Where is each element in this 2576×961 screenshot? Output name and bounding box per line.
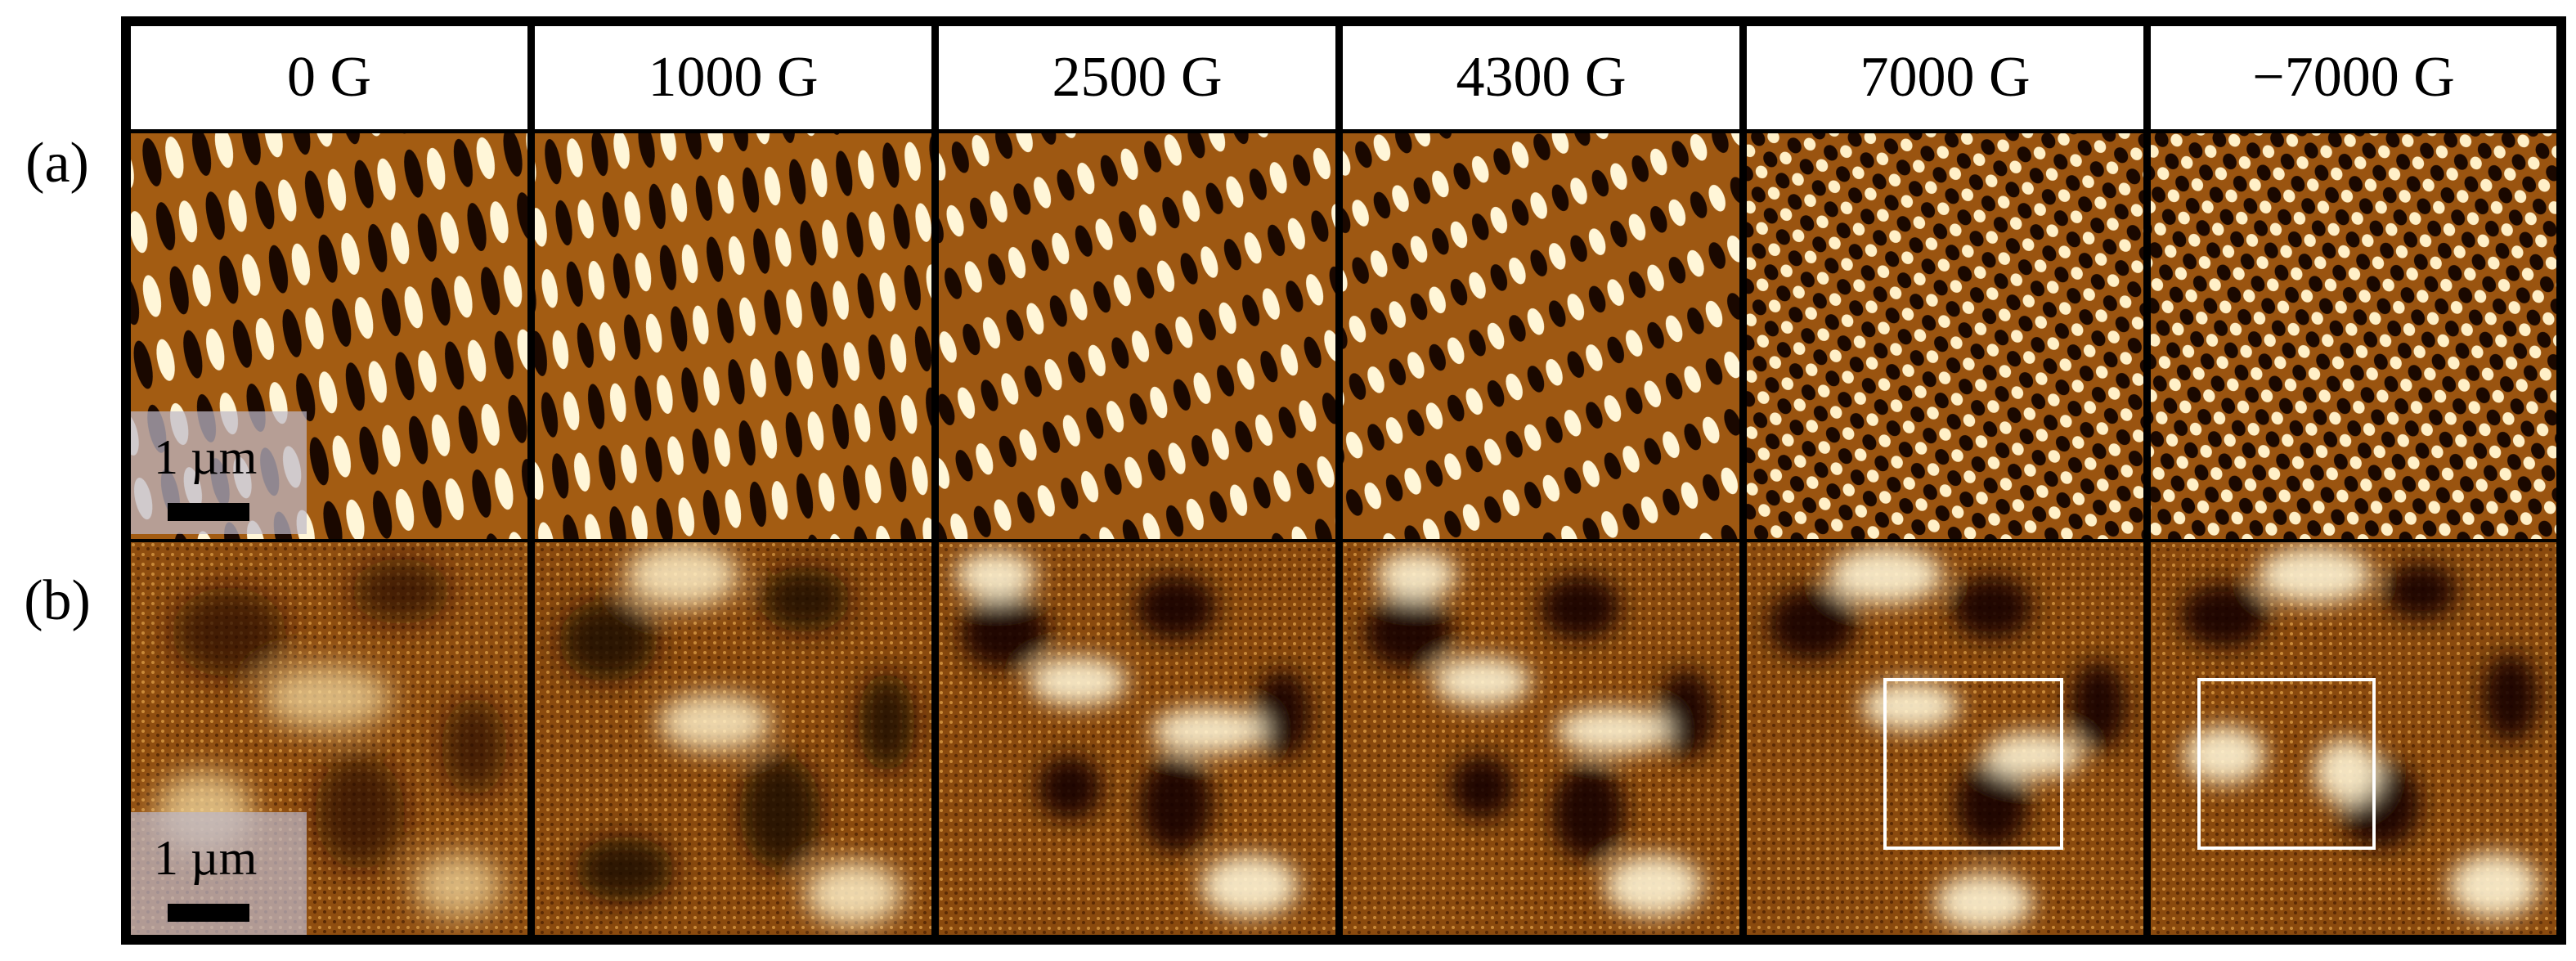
column-0g: 0 G 1 µm bbox=[131, 16, 527, 945]
mfm-image-b-7000g bbox=[1747, 542, 2143, 935]
mfm-image-b-2500g bbox=[939, 542, 1335, 935]
mfm-image-b-minus-7000g bbox=[2151, 542, 2556, 935]
scale-bar-line bbox=[168, 904, 249, 922]
mfm-image-a-7000g bbox=[1747, 133, 2143, 539]
row-label-a: (a) bbox=[25, 132, 89, 195]
scale-bar: 1 µm bbox=[131, 812, 307, 935]
mfm-image-a-4300g bbox=[1343, 133, 1739, 539]
column-header: −7000 G bbox=[2151, 26, 2556, 129]
column-header: 4300 G bbox=[1343, 26, 1739, 129]
figure-frame: 0 G 1 µm bbox=[121, 16, 2566, 945]
region-of-interest-box bbox=[1883, 678, 2063, 850]
scale-bar-line bbox=[168, 503, 249, 521]
mfm-image-a-minus-7000g bbox=[2151, 133, 2556, 539]
column-header: 7000 G bbox=[1747, 26, 2143, 129]
scale-bar: 1 µm bbox=[131, 411, 307, 534]
row-label-b: (b) bbox=[24, 569, 91, 632]
mfm-image-b-4300g bbox=[1343, 542, 1739, 935]
mfm-image-a-0g: 1 µm bbox=[131, 133, 527, 539]
column-4300g: 4300 G bbox=[1343, 16, 1739, 945]
scale-bar-label: 1 µm bbox=[154, 831, 258, 885]
column-header: 0 G bbox=[131, 26, 527, 129]
column-7000g: 7000 G bbox=[1747, 16, 2143, 945]
mfm-image-a-1000g bbox=[535, 133, 931, 539]
region-of-interest-box bbox=[2197, 678, 2376, 850]
column-header: 1000 G bbox=[535, 26, 931, 129]
column-1000g: 1000 G bbox=[535, 16, 931, 945]
column-header: 2500 G bbox=[939, 26, 1335, 129]
mfm-image-a-2500g bbox=[939, 133, 1335, 539]
column-minus-7000g: −7000 G bbox=[2151, 16, 2556, 945]
scale-bar-label: 1 µm bbox=[154, 430, 258, 484]
mfm-image-b-0g: 1 µm bbox=[131, 542, 527, 935]
column-2500g: 2500 G bbox=[939, 16, 1335, 945]
mfm-image-b-1000g bbox=[535, 542, 931, 935]
